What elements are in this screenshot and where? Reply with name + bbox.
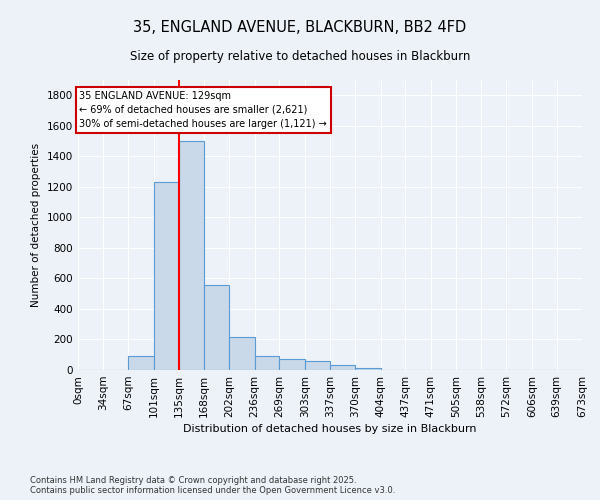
Bar: [128, 356, 154, 370]
Bar: [355, 368, 380, 370]
Bar: [331, 366, 355, 370]
Text: Size of property relative to detached houses in Blackburn: Size of property relative to detached ho…: [130, 50, 470, 63]
Text: 35, ENGLAND AVENUE, BLACKBURN, BB2 4FD: 35, ENGLAND AVENUE, BLACKBURN, BB2 4FD: [133, 20, 467, 35]
Bar: [305, 361, 331, 370]
Bar: [154, 182, 179, 370]
Bar: [229, 337, 255, 370]
Bar: [255, 356, 280, 370]
Text: 35 ENGLAND AVENUE: 129sqm
← 69% of detached houses are smaller (2,621)
30% of se: 35 ENGLAND AVENUE: 129sqm ← 69% of detac…: [79, 90, 327, 128]
Bar: [204, 284, 229, 370]
Bar: [280, 360, 305, 370]
Bar: [179, 141, 204, 370]
X-axis label: Distribution of detached houses by size in Blackburn: Distribution of detached houses by size …: [183, 424, 477, 434]
Text: Contains HM Land Registry data © Crown copyright and database right 2025.
Contai: Contains HM Land Registry data © Crown c…: [30, 476, 395, 495]
Y-axis label: Number of detached properties: Number of detached properties: [31, 143, 41, 307]
